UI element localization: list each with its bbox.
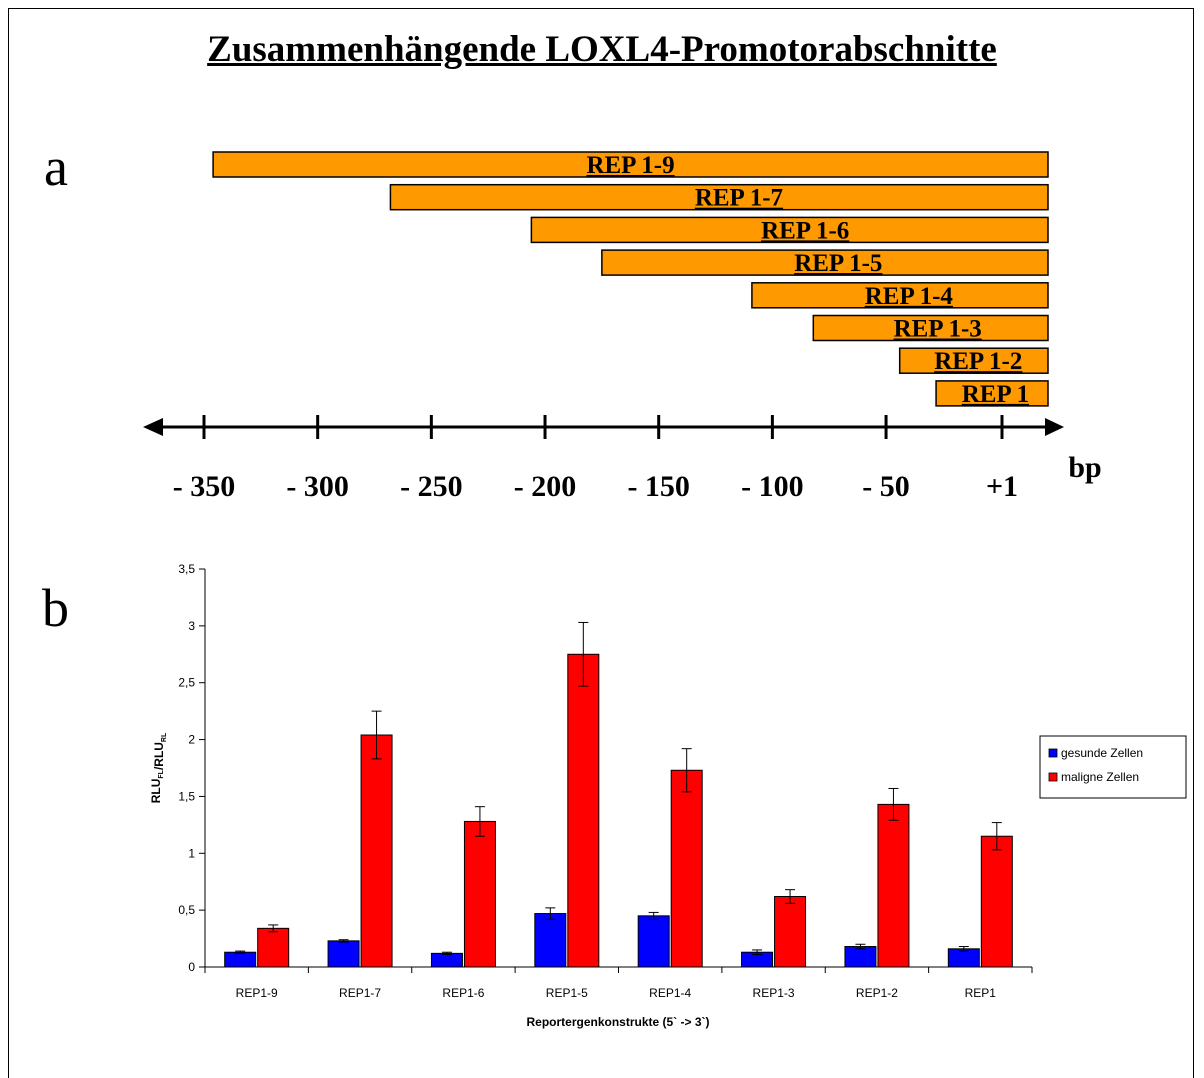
fragment-bar (898, 347, 1049, 374)
fragment-bar (389, 183, 1049, 211)
fragment-label: REP 1-4 (865, 283, 954, 310)
bp-tick-label: - 150 (627, 470, 690, 503)
figure-title: Zusammenhängende LOXL4-Promotorabschnitt… (207, 29, 997, 70)
bp-tick-label: - 350 (173, 470, 236, 503)
bp-unit-label: bp (1068, 451, 1101, 484)
fragment-bar (601, 249, 1049, 276)
fragment-bar (530, 216, 1049, 244)
fragment-label: REP 1 (962, 381, 1029, 408)
axis-arrow-right (1045, 418, 1064, 436)
panel-b-letter: b (42, 578, 69, 638)
bp-tick-label: +1 (986, 470, 1018, 503)
fragment-bar (935, 380, 1049, 407)
fragment-label: REP 1-5 (794, 250, 882, 277)
fragment-label: REP 1-9 (586, 152, 674, 179)
fragment-label: REP 1-7 (695, 185, 783, 212)
fragment-label: REP 1-3 (894, 316, 982, 343)
fragment-bar (751, 282, 1049, 309)
figure-frame (8, 8, 1194, 1078)
bp-tick-label: - 300 (286, 470, 349, 503)
bp-tick-label: - 200 (514, 470, 577, 503)
fragment-bar (812, 314, 1049, 342)
promoter-fragment-map: REP 1-9 REP 1-7 REP 1-6 REP 1-5 REP 1-4 REP 1… (143, 151, 1102, 503)
fragment-bar (212, 151, 1049, 178)
panel-a-letter: a (44, 137, 68, 197)
fragment-label: REP 1-2 (934, 348, 1022, 375)
bp-tick-label: - 50 (862, 470, 910, 503)
bp-tick-label: - 100 (741, 470, 804, 503)
bp-tick-label: - 250 (400, 470, 463, 503)
fragment-label: REP 1-6 (761, 217, 849, 244)
axis-arrow-left (143, 418, 163, 436)
